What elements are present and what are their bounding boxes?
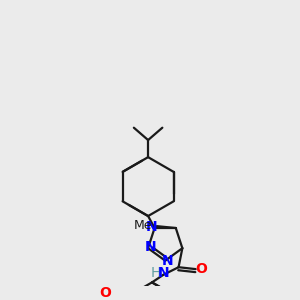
Text: O: O — [195, 262, 207, 276]
Text: N: N — [146, 220, 158, 234]
Text: N: N — [158, 266, 169, 280]
Text: H: H — [151, 266, 161, 280]
Text: Me: Me — [134, 219, 152, 232]
Text: N: N — [162, 254, 174, 268]
Text: N: N — [145, 240, 157, 254]
Text: O: O — [100, 286, 111, 300]
